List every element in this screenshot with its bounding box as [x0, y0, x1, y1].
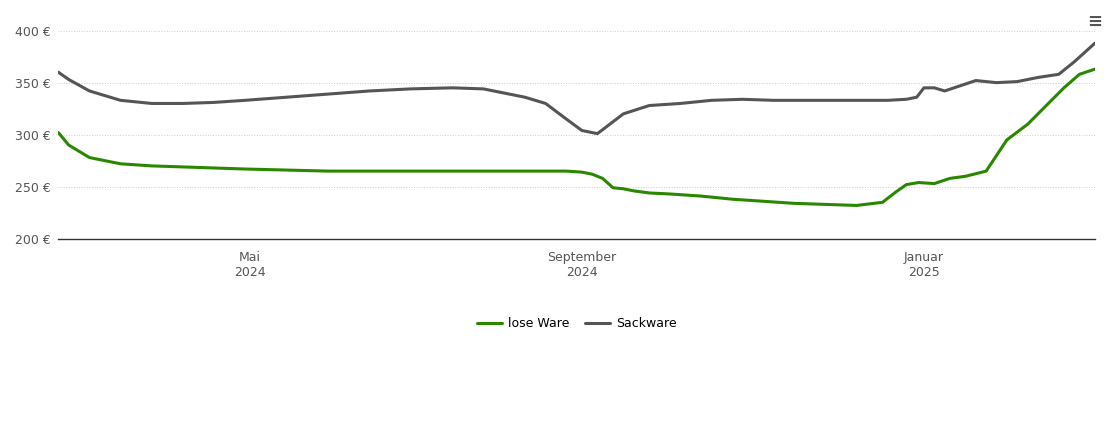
- Sackware: [705, 98, 718, 103]
- Sackware: [239, 98, 252, 103]
- Sackware: [953, 83, 967, 88]
- Sackware: [969, 78, 982, 83]
- lose Ware: [176, 165, 190, 170]
- Sackware: [767, 98, 780, 103]
- Sackware: [938, 88, 951, 93]
- lose Ware: [1088, 66, 1101, 71]
- Sackware: [1031, 75, 1045, 80]
- lose Ware: [664, 192, 677, 197]
- lose Ware: [627, 188, 640, 193]
- Sackware: [736, 97, 749, 102]
- lose Ware: [321, 168, 334, 173]
- Sackware: [900, 97, 914, 102]
- lose Ware: [979, 168, 992, 173]
- lose Ware: [1000, 137, 1013, 143]
- lose Ware: [912, 180, 926, 185]
- lose Ware: [928, 181, 941, 186]
- lose Ware: [404, 168, 417, 173]
- lose Ware: [208, 165, 221, 170]
- Sackware: [176, 101, 190, 106]
- lose Ware: [62, 143, 75, 148]
- lose Ware: [559, 168, 573, 173]
- lose Ware: [1041, 101, 1054, 106]
- lose Ware: [280, 168, 293, 173]
- Sackware: [445, 85, 458, 91]
- lose Ware: [487, 168, 501, 173]
- Sackware: [860, 98, 874, 103]
- Sackware: [83, 88, 97, 93]
- Line: Sackware: Sackware: [59, 43, 1094, 134]
- Sackware: [1068, 59, 1081, 64]
- lose Ware: [52, 130, 65, 135]
- Sackware: [575, 128, 588, 133]
- lose Ware: [819, 202, 832, 207]
- lose Ware: [900, 182, 914, 187]
- Text: ≡: ≡: [1087, 13, 1102, 31]
- lose Ware: [1057, 85, 1070, 91]
- lose Ware: [114, 161, 128, 166]
- Sackware: [52, 70, 65, 75]
- Sackware: [674, 101, 687, 106]
- Sackware: [643, 103, 656, 108]
- lose Ware: [445, 168, 458, 173]
- Sackware: [829, 98, 842, 103]
- Sackware: [539, 101, 553, 106]
- Sackware: [62, 77, 75, 82]
- lose Ware: [788, 201, 801, 206]
- Sackware: [1010, 79, 1023, 84]
- lose Ware: [876, 200, 889, 205]
- lose Ware: [363, 168, 376, 173]
- lose Ware: [1021, 122, 1035, 127]
- lose Ware: [850, 203, 864, 208]
- Sackware: [617, 111, 630, 116]
- lose Ware: [239, 167, 252, 172]
- lose Ware: [528, 168, 542, 173]
- lose Ware: [944, 176, 957, 181]
- Sackware: [145, 101, 159, 106]
- Sackware: [990, 80, 1003, 85]
- Sackware: [518, 95, 532, 100]
- Sackware: [881, 98, 895, 103]
- Sackware: [321, 91, 334, 96]
- lose Ware: [959, 174, 972, 179]
- lose Ware: [757, 199, 770, 204]
- Line: lose Ware: lose Ware: [59, 69, 1094, 206]
- Sackware: [928, 85, 941, 91]
- Sackware: [910, 95, 924, 100]
- lose Ware: [606, 185, 619, 190]
- Sackware: [363, 88, 376, 93]
- Sackware: [476, 86, 490, 91]
- Sackware: [917, 85, 930, 91]
- Sackware: [798, 98, 811, 103]
- lose Ware: [145, 163, 159, 168]
- Sackware: [591, 131, 604, 136]
- Sackware: [1052, 72, 1066, 77]
- Sackware: [114, 98, 128, 103]
- lose Ware: [889, 190, 902, 195]
- Sackware: [280, 95, 293, 100]
- lose Ware: [596, 176, 609, 181]
- Legend: lose Ware, Sackware: lose Ware, Sackware: [472, 312, 682, 335]
- Sackware: [559, 116, 573, 121]
- Sackware: [497, 91, 511, 96]
- lose Ware: [726, 197, 739, 202]
- lose Ware: [695, 194, 708, 199]
- lose Ware: [575, 170, 588, 175]
- lose Ware: [617, 186, 630, 191]
- lose Ware: [1072, 72, 1086, 77]
- lose Ware: [83, 155, 97, 160]
- lose Ware: [586, 172, 599, 177]
- Sackware: [208, 100, 221, 105]
- Sackware: [1088, 41, 1101, 46]
- lose Ware: [643, 190, 656, 195]
- Sackware: [404, 86, 417, 91]
